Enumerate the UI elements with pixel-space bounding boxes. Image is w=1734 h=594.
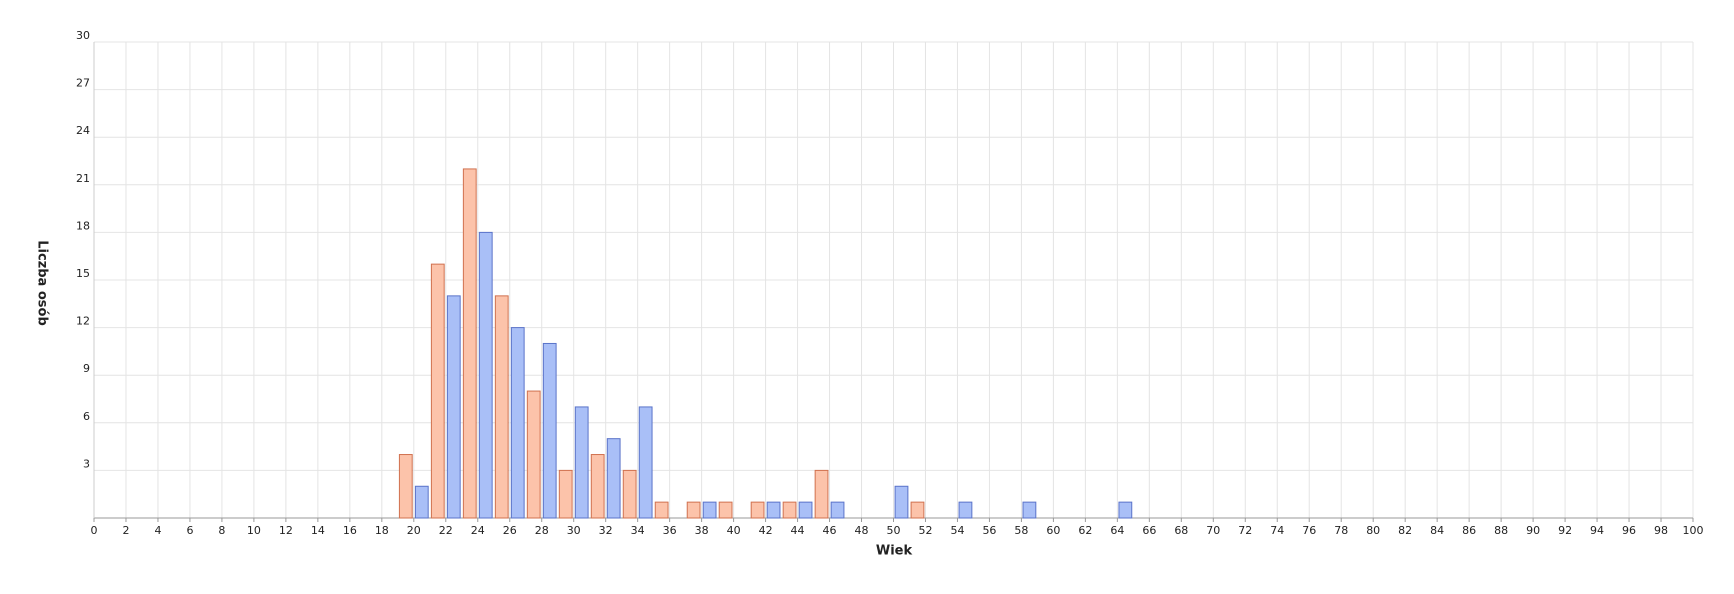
x-tick-label: 40 bbox=[727, 524, 741, 537]
bar bbox=[542, 342, 557, 519]
bar bbox=[1118, 501, 1133, 519]
bar bbox=[910, 501, 925, 519]
bar bbox=[830, 501, 845, 519]
bar bbox=[606, 438, 621, 519]
bar bbox=[494, 295, 509, 519]
bar bbox=[446, 295, 461, 519]
bar bbox=[702, 501, 717, 519]
x-tick-label: 72 bbox=[1238, 524, 1252, 537]
x-tick-label: 74 bbox=[1270, 524, 1284, 537]
x-tick-label: 98 bbox=[1654, 524, 1668, 537]
x-tick-label: 60 bbox=[1046, 524, 1060, 537]
x-tick-label: 4 bbox=[154, 524, 161, 537]
y-tick-label: 12 bbox=[76, 315, 90, 328]
bar bbox=[766, 501, 781, 519]
bar bbox=[590, 454, 605, 519]
x-axis-title: Wiek bbox=[876, 544, 913, 559]
bar bbox=[686, 501, 701, 519]
x-tick-label: 76 bbox=[1302, 524, 1316, 537]
x-tick-label: 46 bbox=[823, 524, 837, 537]
bar bbox=[782, 501, 797, 519]
x-tick-label: 64 bbox=[1110, 524, 1124, 537]
x-tick-label: 90 bbox=[1526, 524, 1540, 537]
y-tick-label: 18 bbox=[76, 219, 90, 232]
y-tick-label: 3 bbox=[83, 457, 90, 470]
x-tick-label: 28 bbox=[535, 524, 549, 537]
x-tick-label: 14 bbox=[311, 524, 325, 537]
bar bbox=[478, 231, 493, 519]
y-tick-label: 24 bbox=[76, 124, 90, 137]
y-tick-label: 21 bbox=[76, 172, 90, 185]
x-tick-label: 86 bbox=[1462, 524, 1476, 537]
bar bbox=[430, 263, 445, 519]
x-tick-label: 18 bbox=[375, 524, 389, 537]
bar bbox=[558, 469, 573, 519]
x-tick-label: 80 bbox=[1366, 524, 1380, 537]
x-tick-label: 70 bbox=[1206, 524, 1220, 537]
x-tick-label: 84 bbox=[1430, 524, 1444, 537]
x-tick-label: 30 bbox=[567, 524, 581, 537]
x-tick-label: 12 bbox=[279, 524, 293, 537]
bar bbox=[894, 485, 909, 519]
x-tick-label: 38 bbox=[695, 524, 709, 537]
x-tick-label: 94 bbox=[1590, 524, 1604, 537]
x-tick-label: 54 bbox=[950, 524, 964, 537]
y-tick-label: 15 bbox=[76, 267, 90, 280]
x-tick-label: 8 bbox=[218, 524, 225, 537]
x-tick-label: 44 bbox=[791, 524, 805, 537]
bar bbox=[654, 501, 669, 519]
x-tick-label: 56 bbox=[982, 524, 996, 537]
x-tick-label: 20 bbox=[407, 524, 421, 537]
bar bbox=[462, 168, 477, 519]
bar bbox=[414, 485, 429, 519]
x-tick-label: 34 bbox=[631, 524, 645, 537]
y-tick-label: 6 bbox=[83, 410, 90, 423]
x-tick-label: 52 bbox=[918, 524, 932, 537]
x-tick-label: 0 bbox=[91, 524, 98, 537]
bar bbox=[398, 454, 413, 519]
bar bbox=[510, 327, 525, 519]
bar bbox=[526, 390, 541, 519]
bar bbox=[750, 501, 765, 519]
x-tick-label: 100 bbox=[1683, 524, 1704, 537]
x-tick-label: 88 bbox=[1494, 524, 1508, 537]
bar bbox=[814, 469, 829, 519]
x-tick-label: 42 bbox=[759, 524, 773, 537]
x-tick-label: 10 bbox=[247, 524, 261, 537]
x-tick-label: 32 bbox=[599, 524, 613, 537]
x-tick-label: 96 bbox=[1622, 524, 1636, 537]
x-tick-label: 16 bbox=[343, 524, 357, 537]
x-tick-label: 78 bbox=[1334, 524, 1348, 537]
x-tick-label: 58 bbox=[1014, 524, 1028, 537]
x-tick-label: 22 bbox=[439, 524, 453, 537]
x-tick-label: 82 bbox=[1398, 524, 1412, 537]
x-tick-label: 6 bbox=[186, 524, 193, 537]
x-tick-label: 50 bbox=[887, 524, 901, 537]
x-tick-label: 24 bbox=[471, 524, 485, 537]
x-tick-label: 66 bbox=[1142, 524, 1156, 537]
x-tick-label: 68 bbox=[1174, 524, 1188, 537]
x-tick-label: 92 bbox=[1558, 524, 1572, 537]
x-tick-label: 36 bbox=[663, 524, 677, 537]
bar bbox=[1022, 501, 1037, 519]
x-tick-label: 2 bbox=[122, 524, 129, 537]
bar bbox=[798, 501, 813, 519]
y-tick-label: 30 bbox=[76, 29, 90, 42]
bar bbox=[574, 406, 589, 519]
bar bbox=[622, 469, 637, 519]
bar bbox=[958, 501, 973, 519]
x-tick-label: 48 bbox=[855, 524, 869, 537]
x-tick-label: 26 bbox=[503, 524, 517, 537]
y-axis-title: Liczba osób bbox=[35, 240, 50, 326]
bar bbox=[718, 501, 733, 519]
y-tick-label: 9 bbox=[83, 362, 90, 375]
y-tick-label: 27 bbox=[76, 77, 90, 90]
bar bbox=[638, 406, 653, 519]
x-tick-label: 62 bbox=[1078, 524, 1092, 537]
